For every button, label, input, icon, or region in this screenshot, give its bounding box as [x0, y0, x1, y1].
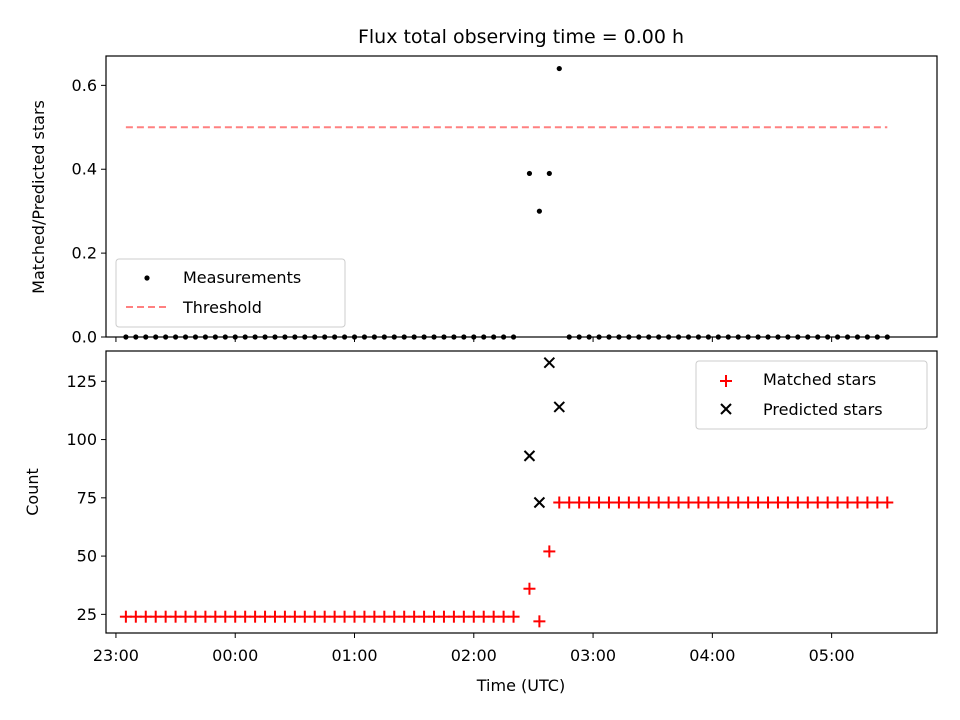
predicted-marker-b — [553, 401, 565, 413]
legend-threshold-label: Threshold — [182, 298, 262, 317]
top-y-axis: 0.0 0.2 0.4 0.6 — [72, 76, 106, 347]
top-axes-frame — [105, 55, 938, 338]
y-tick-label: 0.2 — [72, 244, 97, 263]
matched-star-point — [881, 496, 894, 509]
predicted-star-point — [543, 356, 556, 369]
legend-predicted-marker — [720, 403, 732, 415]
measurement-point — [556, 65, 562, 72]
y-tick-label: 0.0 — [72, 328, 97, 347]
measurement-point — [526, 170, 533, 177]
top-panel: 0.0 0.2 0.4 0.6 Matched/Predicted stars Mea… — [29, 55, 938, 347]
matched-star-point — [523, 582, 536, 595]
x-axis-label: Time (UTC) — [476, 676, 565, 695]
x-tick-label: 03:00 — [570, 646, 616, 665]
matched-star-point — [533, 615, 546, 628]
matched-star-point — [543, 545, 556, 558]
legend-predicted-label: Predicted stars — [763, 400, 883, 419]
bottom-plot-area — [119, 356, 894, 628]
measurement-point — [546, 170, 552, 177]
measurement-point — [536, 208, 542, 214]
bottom-y-axis: 25 50 75 100 125 — [66, 372, 106, 624]
x-tick-label: 01:00 — [331, 646, 377, 665]
bottom-axes-frame — [105, 350, 938, 634]
legend-measurements-label: Measurements — [183, 268, 301, 287]
predicted-marker-b — [543, 356, 556, 369]
bottom-x-axis: 23:00 00:00 01:00 02:00 03:00 04:00 05:00 — [93, 633, 855, 665]
x-tick-label: 05:00 — [809, 646, 855, 665]
y-tick-label: 25 — [77, 605, 97, 624]
x-tick-label: 04:00 — [689, 646, 735, 665]
top-plot-area — [123, 65, 890, 340]
predicted-star-point — [553, 401, 565, 413]
predicted-star-point — [533, 496, 546, 509]
y-tick-label: 0.4 — [72, 160, 97, 179]
y-tick-label: 0.6 — [72, 76, 97, 95]
y-tick-label: 100 — [66, 430, 97, 449]
top-legend: Measurements Threshold — [115, 258, 346, 328]
x-tick-label: 23:00 — [93, 646, 139, 665]
legend-matched-marker — [720, 375, 732, 387]
x-tick-label: 00:00 — [212, 646, 258, 665]
top-y-axis-label: Matched/Predicted stars — [29, 100, 48, 294]
bottom-legend: Matched stars Predicted stars — [695, 360, 928, 430]
predicted-marker-b — [523, 450, 536, 462]
y-tick-label: 75 — [77, 488, 97, 507]
bottom-panel: 25 50 75 100 125 23:00 00:00 01:00 02:00 03:00 04… — [23, 350, 938, 695]
chart-title: Flux total observing time = 0.00 h — [358, 26, 684, 48]
predicted-star-point — [523, 450, 536, 462]
bottom-legend-box — [695, 360, 928, 430]
legend-matched-label: Matched stars — [763, 370, 876, 389]
x-tick-label: 02:00 — [451, 646, 497, 665]
predicted-marker-b — [533, 496, 546, 509]
y-tick-label: 50 — [77, 547, 97, 566]
top-legend-box — [115, 258, 346, 328]
legend-measurements-marker — [144, 275, 150, 281]
matched-star-point — [507, 610, 520, 623]
bottom-y-axis-label: Count — [23, 468, 42, 516]
y-tick-label: 125 — [66, 372, 97, 391]
